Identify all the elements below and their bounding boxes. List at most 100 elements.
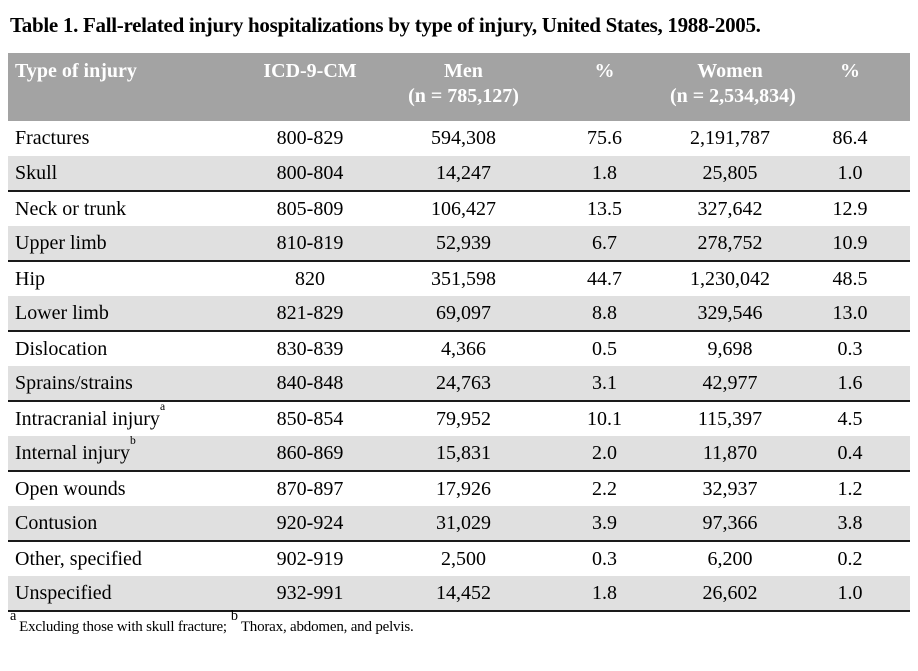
- footnote: aExcluding those with skull fracture;bTh…: [10, 609, 910, 636]
- cell-type: Lower limb: [8, 296, 232, 332]
- cell-men: 69,097: [388, 296, 539, 332]
- cell-type: Internal injuryb: [8, 434, 232, 472]
- cell-women: 115,397: [697, 407, 763, 430]
- header-icd-9-cm: ICD-9-CM: [232, 53, 388, 121]
- header-label: ICD-9-CM: [263, 60, 357, 82]
- cell-type: Other, specified: [15, 547, 142, 570]
- header-men: Men (n = 785,127): [388, 53, 539, 121]
- cell-icd: 820: [295, 267, 325, 290]
- cell-women-pct: 0.3: [837, 337, 863, 360]
- header-label: Women: [697, 60, 763, 82]
- cell-icd: 821-829: [232, 296, 388, 332]
- cell-men: 2,500: [441, 547, 486, 570]
- cell-men-pct: 3.1: [539, 366, 670, 402]
- table-header: Type of injury ICD-9-CM Men (n = 785,127…: [8, 53, 910, 121]
- cell-women: 9,698: [707, 337, 753, 360]
- table-row: Dislocation 830-839 4,366 0.5 9,698 0.3: [8, 331, 910, 366]
- cell-type: Contusion: [8, 506, 232, 542]
- cell-icd: 902-919: [276, 547, 344, 570]
- cell-men-pct: 1.8: [539, 156, 670, 192]
- cell-men: 106,427: [431, 197, 496, 220]
- cell-men-pct: 8.8: [539, 296, 670, 332]
- cell-men-pct: 2.0: [539, 436, 670, 472]
- cell-women: 11,870: [670, 436, 790, 472]
- cell-men-pct: 3.9: [539, 506, 670, 542]
- cell-type: Hip: [15, 267, 45, 290]
- table-row: Sprains/strains 840-848 24,763 3.1 42,977 1.6: [8, 366, 910, 402]
- footnote-b: bThorax, abdomen, and pelvis.: [227, 609, 414, 635]
- cell-women-pct: 0.4: [790, 436, 910, 472]
- cell-men: 31,029: [388, 506, 539, 542]
- cell-men: 52,939: [388, 226, 539, 262]
- footnote-marker-b: b: [230, 608, 238, 625]
- cell-icd: 932-991: [232, 576, 388, 612]
- cell-women: 42,977: [670, 366, 790, 402]
- cell-type: Neck or trunk: [15, 197, 127, 220]
- cell-women: 1,230,042: [690, 267, 770, 290]
- table-row: Unspecified 932-991 14,452 1.8 26,602 1.0: [8, 576, 910, 612]
- table-row: Other, specified 902-919 2,500 0.3 6,200 0.2: [8, 541, 910, 576]
- cell-women: 26,602: [670, 576, 790, 612]
- footnote-a: aExcluding those with skull fracture;: [10, 609, 227, 635]
- table-row: Upper limb 810-819 52,939 6.7 278,752 10.9: [8, 226, 910, 262]
- cell-women-pct: 48.5: [832, 267, 868, 290]
- cell-type: Open wounds: [15, 477, 126, 500]
- cell-women-pct: 1.2: [837, 477, 863, 500]
- cell-women: 6,200: [707, 547, 753, 570]
- cell-women-pct: 1.6: [790, 366, 910, 402]
- cell-women-pct: 86.4: [832, 127, 868, 149]
- cell-men: 14,247: [388, 156, 539, 192]
- cell-type: Fractures: [15, 127, 90, 149]
- cell-men-pct: 1.8: [539, 576, 670, 612]
- table-row: Contusion 920-924 31,029 3.9 97,366 3.8: [8, 506, 910, 542]
- header-type-of-injury: Type of injury: [8, 53, 232, 121]
- cell-women: 329,546: [670, 296, 790, 332]
- page: Table 1. Fall-related injury hospitaliza…: [0, 13, 918, 671]
- cell-women-pct: 3.8: [790, 506, 910, 542]
- footnote-marker-ref: a: [159, 400, 166, 414]
- cell-type: Intracranial injurya: [15, 400, 166, 430]
- cell-women: 32,937: [702, 477, 758, 500]
- cell-icd: 810-819: [232, 226, 388, 262]
- cell-women: 25,805: [670, 156, 790, 192]
- cell-men: 24,763: [388, 366, 539, 402]
- header-row: Type of injury ICD-9-CM Men (n = 785,127…: [8, 53, 910, 121]
- cell-men-pct: 75.6: [587, 127, 622, 149]
- cell-icd: 805-809: [276, 197, 344, 220]
- footnote-marker-a: a: [10, 608, 17, 625]
- cell-icd: 870-897: [276, 477, 344, 500]
- cell-men: 14,452: [388, 576, 539, 612]
- cell-women: 278,752: [670, 226, 790, 262]
- table-row: Intracranial injurya 850-854 79,952 10.1 115…: [8, 401, 910, 436]
- header-label: Type of injury: [15, 60, 137, 82]
- cell-men-pct: 10.1: [587, 407, 622, 430]
- table-body: Fractures 800-829 594,308 75.6 2,191,787 86.4…: [8, 121, 910, 612]
- cell-men: 79,952: [436, 407, 491, 430]
- cell-icd: 800-829: [276, 127, 344, 149]
- cell-men: 594,308: [431, 127, 496, 149]
- footnote-text-b: Thorax, abdomen, and pelvis.: [240, 619, 414, 635]
- cell-women: 327,642: [697, 197, 763, 220]
- cell-type: Unspecified: [8, 576, 232, 612]
- cell-type: Dislocation: [15, 337, 108, 360]
- footnote-text-a: Excluding those with skull fracture;: [19, 619, 227, 635]
- cell-women: 2,191,787: [690, 127, 770, 149]
- cell-men-pct: 6.7: [539, 226, 670, 262]
- cell-men-pct: 0.5: [592, 337, 617, 360]
- cell-women-pct: 1.0: [790, 576, 910, 612]
- header-label: Men: [444, 60, 483, 82]
- cell-icd: 800-804: [232, 156, 388, 192]
- cell-type: Skull: [8, 156, 232, 192]
- header-men-percent: %: [539, 53, 670, 121]
- cell-men-pct: 0.3: [592, 547, 617, 570]
- cell-men: 4,366: [441, 337, 486, 360]
- table-title: Table 1. Fall-related injury hospitaliza…: [10, 13, 761, 37]
- table-row: Lower limb 821-829 69,097 8.8 329,546 13.0: [8, 296, 910, 332]
- table-row: Neck or trunk 805-809 106,427 13.5 327,642 12…: [8, 191, 910, 226]
- header-label: %: [840, 60, 860, 82]
- injury-table: Type of injury ICD-9-CM Men (n = 785,127…: [8, 53, 910, 612]
- footnote-marker-ref: b: [129, 434, 136, 448]
- table-row: Fractures 800-829 594,308 75.6 2,191,787 86.4: [8, 121, 910, 156]
- header-men-n: (n = 785,127): [408, 85, 519, 107]
- cell-icd: 840-848: [232, 366, 388, 402]
